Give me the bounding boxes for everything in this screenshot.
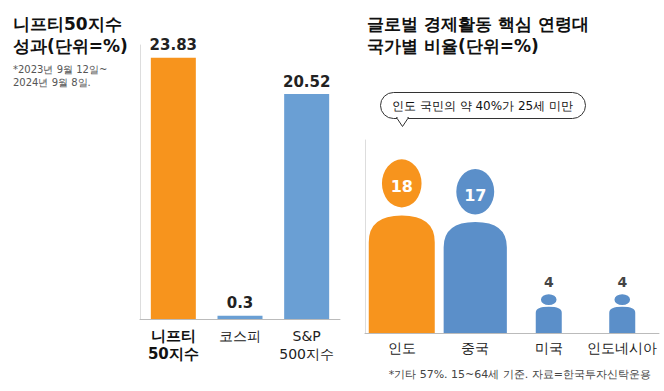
svg-text:20.52: 20.52 [283, 73, 330, 91]
svg-text:코스피: 코스피 [219, 328, 261, 344]
svg-text:23.83: 23.83 [150, 36, 197, 54]
svg-text:니프티50지수: 니프티50지수 [13, 14, 122, 34]
svg-text:중국: 중국 [461, 340, 489, 356]
svg-text:4: 4 [544, 274, 554, 290]
svg-text:니프티: 니프티 [151, 327, 196, 345]
svg-text:500지수: 500지수 [279, 346, 334, 362]
svg-text:50지수: 50지수 [148, 345, 199, 363]
svg-text:미국: 미국 [535, 340, 563, 356]
svg-text:*기타 57%. 15~64세 기준. 자료=한국투자신탁운: *기타 57%. 15~64세 기준. 자료=한국투자신탁운용 [389, 368, 651, 381]
svg-text:18: 18 [391, 177, 413, 196]
svg-text:S&P: S&P [293, 328, 321, 344]
svg-text:4: 4 [617, 274, 627, 290]
svg-text:인도 국민의 약 40%가 25세 미만: 인도 국민의 약 40%가 25세 미만 [392, 99, 573, 113]
svg-text:*2023년 9월 12일~: *2023년 9월 12일~ [13, 64, 107, 75]
svg-text:국가별 비율(단위=%): 국가별 비율(단위=%) [367, 36, 539, 56]
svg-text:0.3: 0.3 [227, 294, 254, 312]
svg-text:17: 17 [464, 186, 486, 205]
svg-text:인도네시아: 인도네시아 [587, 340, 657, 356]
svg-text:성과(단위=%): 성과(단위=%) [13, 36, 128, 56]
svg-text:인도: 인도 [388, 340, 416, 356]
svg-text:글로벌 경제활동 핵심 연령대: 글로벌 경제활동 핵심 연령대 [367, 14, 589, 34]
svg-text:2024년 9월 8일.: 2024년 9월 8일. [13, 77, 91, 88]
